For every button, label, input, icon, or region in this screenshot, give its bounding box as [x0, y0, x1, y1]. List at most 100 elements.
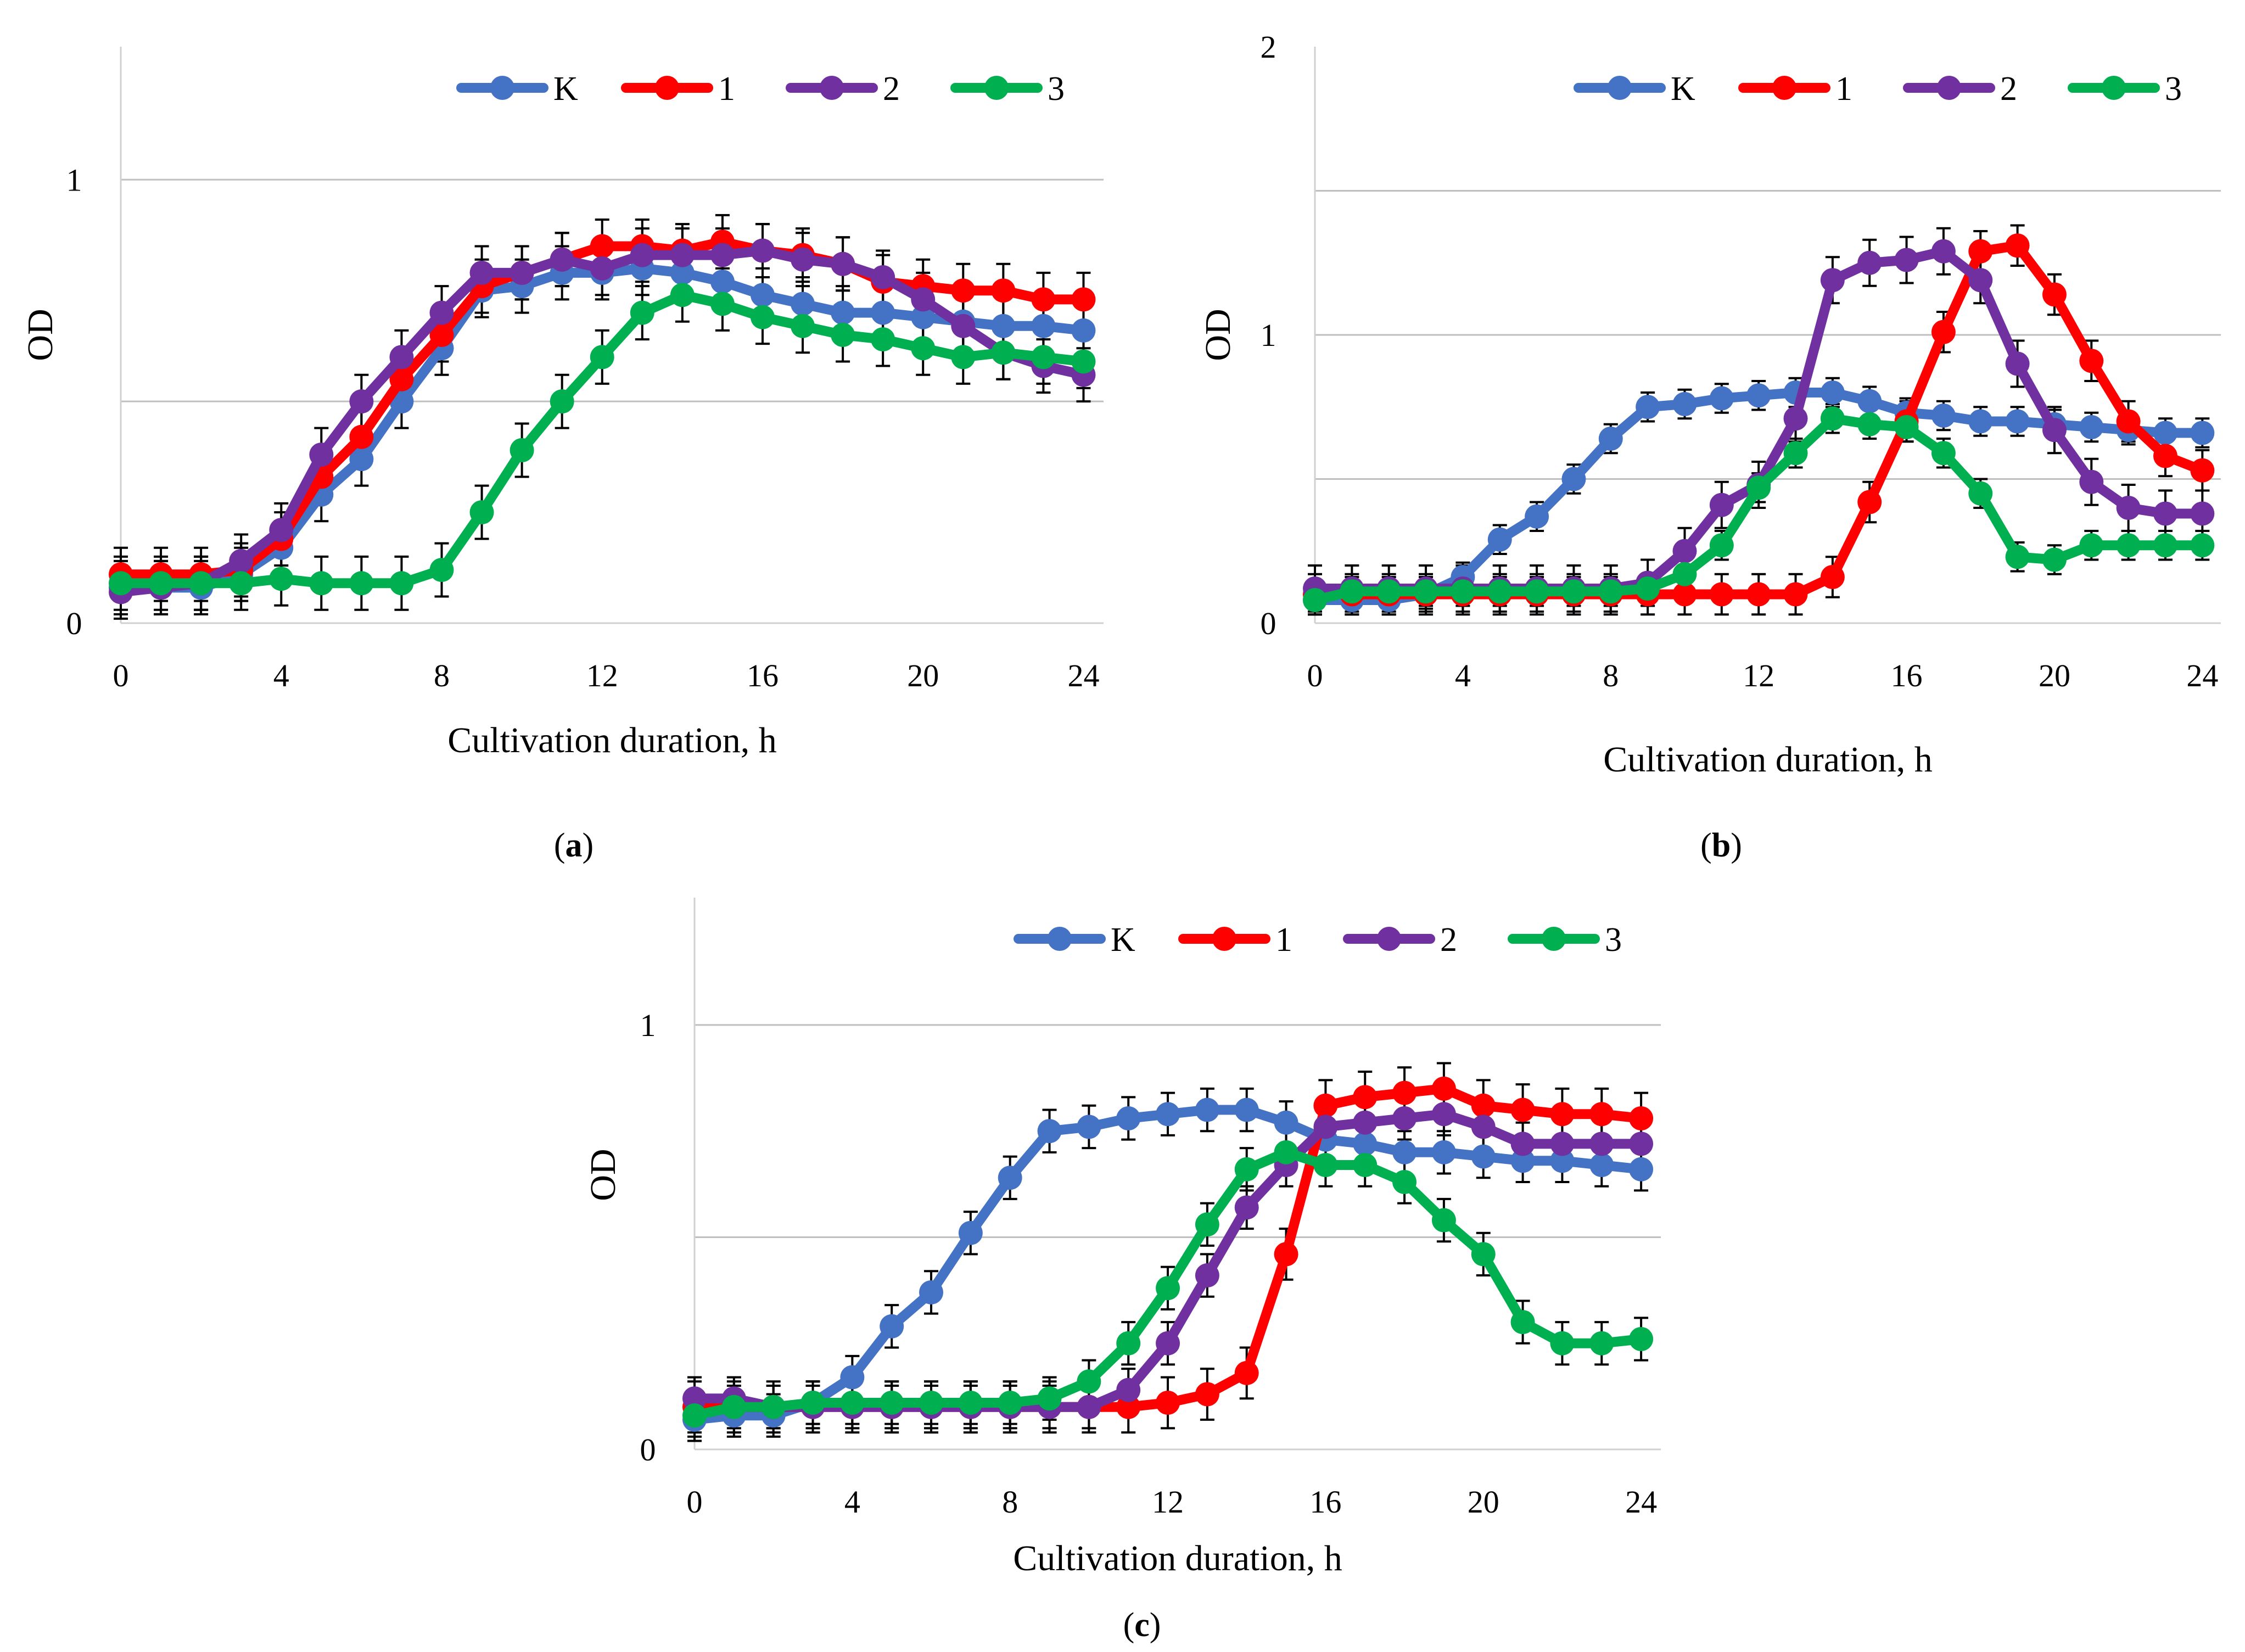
chart-b-series-1-point — [1746, 582, 1771, 607]
chart-c-series-3-point — [1353, 1153, 1378, 1178]
chart-c-series-2-point — [1629, 1132, 1654, 1156]
chart-b-series-1-point — [1709, 582, 1734, 607]
chart-c-series-K-point — [1156, 1102, 1180, 1127]
chart-c-series-3-point — [840, 1390, 865, 1415]
chart-c-series-K-point — [1392, 1140, 1417, 1164]
chart-c-series-2-point — [1156, 1331, 1180, 1356]
chart-c-series-2-point — [1077, 1395, 1101, 1419]
chart-c-legend-item-2: 2 — [1343, 921, 1457, 959]
chart-c-series-3-point — [1629, 1327, 1654, 1351]
chart-b-series-2-point — [2190, 501, 2215, 526]
chart-b-series-K-point — [2005, 409, 2030, 434]
chart-b-series-2-point — [2042, 418, 2067, 443]
chart-b-series-2-point — [1783, 406, 1808, 431]
chart-b-series-K-point — [1487, 527, 1512, 552]
chart-a-series-2-point — [871, 265, 895, 289]
chart-b-series-2-point — [2079, 469, 2104, 494]
chart-c-series-K-point — [1116, 1106, 1141, 1130]
chart-b-legend-label: 1 — [1835, 70, 1852, 108]
chart-a-legend-item-3: 3 — [950, 70, 1065, 108]
chart-b-series-2-point — [1820, 268, 1845, 293]
chart-a-series-1-point — [1071, 287, 1096, 312]
chart-a-series-K-point — [991, 313, 1016, 338]
chart-c-series-1-point — [1392, 1080, 1417, 1105]
chart-c-series-K-point — [1550, 1149, 1575, 1173]
chart-c-series-2-point — [1353, 1110, 1378, 1135]
chart-b-series-3-point — [1709, 533, 1734, 558]
chart-b-series-K-point — [1636, 395, 1660, 419]
chart-b-legend-marker — [2102, 76, 2126, 100]
chart-b-x-tick-label: 12 — [1743, 658, 1774, 693]
chart-a-series-2-point — [710, 243, 735, 267]
chart-c-caption-letter: c — [1134, 1606, 1150, 1644]
chart-c-series-3-point — [800, 1390, 825, 1415]
chart-c-series-3-point — [1274, 1140, 1298, 1164]
chart-b-series-3-point — [1376, 579, 1401, 604]
chart-b-series-3-point — [1340, 579, 1364, 604]
chart-b-series-K-point — [1561, 467, 1586, 491]
chart-c-series-K-point — [880, 1314, 904, 1339]
chart-b-series-1-point — [1820, 565, 1845, 589]
chart-b-x-tick-label: 20 — [2039, 658, 2070, 693]
chart-b-series-1-point — [2190, 458, 2215, 483]
chart-c-ylabel: OD — [583, 1149, 623, 1201]
chart-c-x-tick-label: 8 — [1002, 1484, 1018, 1520]
chart-a-x-tick-label: 8 — [434, 658, 450, 693]
chart-c-series-1-point — [1471, 1093, 1496, 1118]
chart-c-series-3-point — [1550, 1331, 1575, 1356]
chart-c-series-2-point — [1589, 1132, 1614, 1156]
chart-c-legend-marker — [1212, 927, 1236, 951]
chart-a-x-tick-label: 4 — [273, 658, 289, 693]
chart-a-series-2-point — [831, 251, 855, 276]
chart-b-series-K-point — [2079, 415, 2104, 439]
chart-b-series-3-point — [1783, 441, 1808, 466]
chart-c-x-tick-label: 12 — [1152, 1484, 1184, 1520]
chart-b-series-3-point — [1672, 562, 1697, 586]
chart-b-series-3-point — [1931, 441, 1956, 466]
chart-b-series-3-point — [2153, 533, 2177, 558]
chart-b-legend-item-2: 2 — [1903, 70, 2017, 108]
chart-c-series-K-point — [1195, 1097, 1219, 1122]
chart-b-xlabel: Cultivation duration, h — [1603, 740, 1932, 780]
chart-c-series-3-point — [1156, 1276, 1180, 1301]
chart-b-legend-marker — [1772, 76, 1796, 100]
chart-c-series-K-point — [1077, 1115, 1101, 1139]
chart-a-series-3-point — [630, 300, 654, 325]
chart-a-series-2-point — [550, 247, 574, 272]
chart-c-series-K-point — [1629, 1157, 1654, 1181]
chart-c-series-3-point — [1116, 1331, 1141, 1356]
chart-c-series-K-point — [1510, 1149, 1535, 1173]
chart-b-series-3-point — [1820, 406, 1845, 431]
chart-b-series-K-point — [1746, 383, 1771, 408]
chart-b-series-3-point — [1561, 579, 1586, 604]
chart-a-caption-letter: a — [566, 827, 583, 864]
chart-b-series-K-point — [1968, 409, 1993, 434]
chart-b-series-K-point — [1931, 404, 1956, 428]
chart-b-series-1-point — [2116, 409, 2141, 434]
chart-a-series-2-point — [469, 260, 494, 285]
chart-c-series-K-point — [1234, 1097, 1259, 1122]
chart-b-x-tick-label: 0 — [1307, 658, 1323, 693]
chart-a-series-3-point — [510, 438, 534, 462]
chart-b-series-3-point — [1857, 412, 1882, 436]
chart-c-series-2-point — [1195, 1263, 1219, 1288]
chart-c-series-1-point — [1274, 1242, 1298, 1267]
chart-c-series-3-point — [1234, 1157, 1259, 1181]
chart-b-series-2-point — [1968, 268, 1993, 293]
chart-a-series-3-point — [991, 340, 1016, 365]
chart-b-legend-marker — [1608, 76, 1632, 100]
chart-a-x-tick-label: 0 — [113, 658, 129, 693]
chart-c-series-1-point — [1313, 1093, 1338, 1118]
chart-b-series-3-point — [1968, 481, 1993, 506]
chart-c-legend-marker — [1377, 927, 1401, 951]
chart-b-series-3-point — [2079, 533, 2104, 558]
chart-c-legend-label: 1 — [1275, 921, 1292, 959]
chart-c-series-K-point — [1589, 1153, 1614, 1178]
chart-a-series-3-point — [951, 345, 976, 369]
chart-c-series-3-point — [1195, 1212, 1219, 1237]
chart-a-series-3-point — [550, 389, 574, 414]
chart-b-series-3-point — [1414, 579, 1438, 604]
chart-c-x-tick-label: 4 — [844, 1484, 860, 1520]
chart-b-x-tick-label: 24 — [2186, 658, 2218, 693]
chart-a-series-K-point — [791, 292, 815, 316]
